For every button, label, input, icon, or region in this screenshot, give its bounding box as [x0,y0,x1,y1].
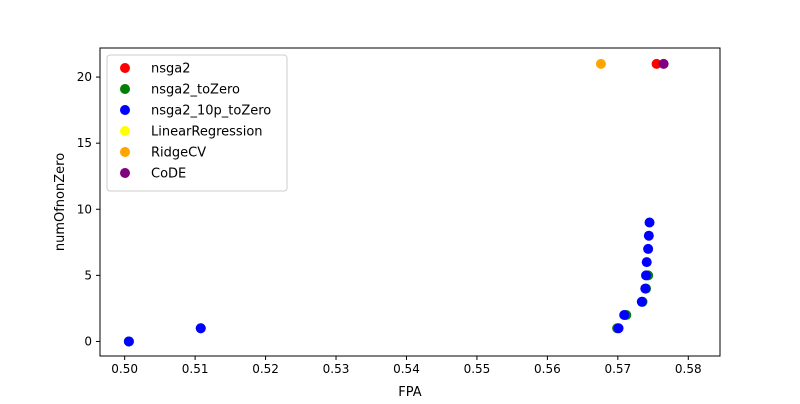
legend-box [106,54,288,192]
point-nsga2_10p_toZero-3 [619,310,630,321]
x-tick-label: 0.50 [111,362,138,376]
x-tick-label: 0.51 [182,362,209,376]
y-tick-label: 20 [77,70,92,84]
x-axis-ticks: 0.50 0.51 0.52 0.53 0.54 0.55 0.56 0.57 0.58 [111,356,702,376]
y-tick-label: 10 [77,202,92,216]
x-tick-label: 0.54 [393,362,420,376]
point-nsga2_10p_toZero-5 [640,283,651,294]
y-tick-label: 5 [84,268,92,282]
x-tick-label: 0.58 [675,362,702,376]
point-nsga2_10p_toZero-1 [195,323,206,334]
legend-label-nsga2: nsga2 [151,62,191,77]
point-nsga2_10p_toZero-4 [636,296,647,307]
point-nsga2_10p_toZero-8 [643,243,654,254]
point-nsga2_10p_toZero-6 [641,270,652,281]
legend-marker-CoDE [120,168,130,178]
legend-marker-nsga2_toZero [120,84,130,94]
legend-label-nsga2_10p_toZero: nsga2_10p_toZero [151,104,271,119]
point-nsga2_10p_toZero-10 [644,217,655,228]
data-points [123,58,669,347]
x-tick-label: 0.57 [604,362,631,376]
legend-marker-nsga2 [120,63,130,73]
y-tick-label: 0 [84,334,92,348]
x-tick-label: 0.56 [534,362,561,376]
point-nsga2_10p_toZero-9 [643,230,654,241]
y-axis-ticks: 0 5 10 15 20 [77,70,100,348]
point-RidgeCV-0 [595,58,606,69]
point-nsga2_10p_toZero-2 [613,323,624,334]
x-axis-label: FPA [398,385,421,400]
plot-area-frame [99,47,721,357]
x-tick-label: 0.53 [323,362,350,376]
point-nsga2_10p_toZero-7 [641,257,652,268]
legend-label-CoDE: CoDE [151,167,186,182]
point-nsga2-0 [651,58,662,69]
y-tick-label: 15 [77,136,92,150]
point-CoDE-0 [658,58,669,69]
legend: nsga2 nsga2_toZero nsga2_10p_toZero LinearR… [106,54,288,192]
y-axis-label: numOfnonZero [53,153,68,251]
point-nsga2_10p_toZero-0 [123,336,134,347]
legend-marker-RidgeCV [120,147,130,157]
legend-label-RidgeCV: RidgeCV [151,146,206,161]
legend-marker-nsga2_10p_toZero [120,105,130,115]
legend-marker-LinearRegression [120,126,130,136]
x-tick-label: 0.55 [464,362,491,376]
legend-label-nsga2_toZero: nsga2_toZero [151,83,240,98]
x-tick-label: 0.52 [252,362,279,376]
legend-label-LinearRegression: LinearRegression [151,125,263,140]
